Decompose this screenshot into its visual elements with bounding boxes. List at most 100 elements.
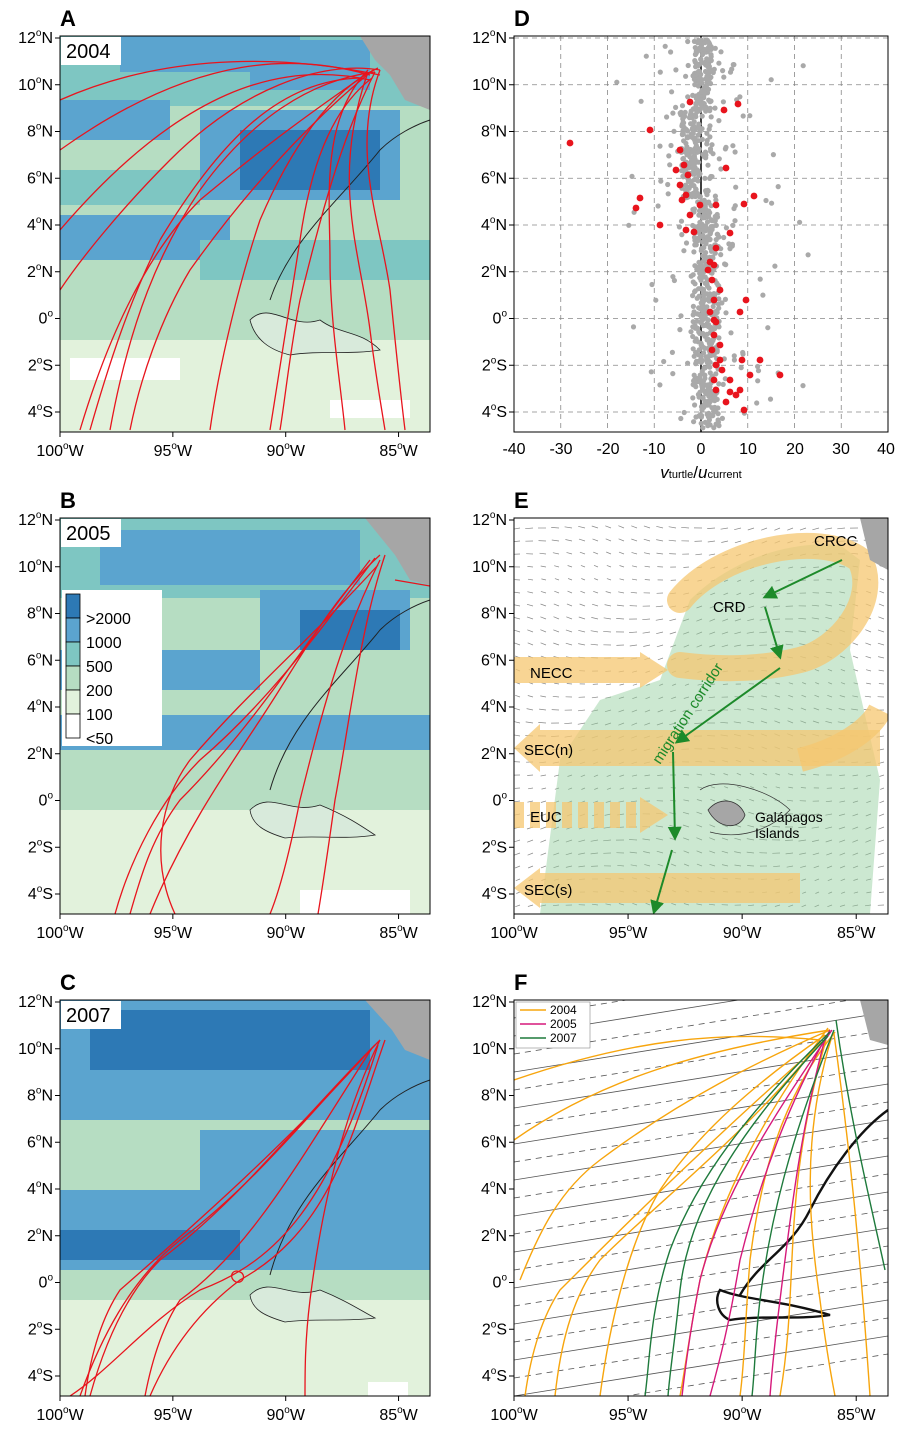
ratio-point: [684, 147, 689, 152]
ratio-point: [696, 237, 701, 242]
ratio-point: [692, 281, 697, 286]
ratio-point: [688, 329, 693, 334]
ratio-point: [693, 414, 698, 419]
ratio-point: [668, 49, 673, 54]
lat-tick-e: 2oS: [482, 837, 507, 856]
ratio-point: [690, 395, 695, 400]
ratio-point: [683, 74, 688, 79]
ratio-point: [797, 220, 802, 225]
lat-tick-b: 4oS: [28, 884, 53, 903]
legend-label-3: 500: [86, 659, 113, 676]
ratio-point: [705, 234, 710, 239]
ratio-point: [728, 70, 733, 75]
ratio-point-highlight: [711, 377, 718, 384]
lat-tick-d: 6oN: [481, 168, 507, 187]
ratio-point: [666, 153, 671, 158]
ratio-point: [680, 131, 685, 136]
ratio-point: [657, 382, 662, 387]
ratio-point: [708, 146, 713, 151]
ratio-point: [631, 324, 636, 329]
ratio-point: [716, 61, 721, 66]
lat-tick-e: 10oN: [472, 557, 507, 576]
ratio-point-highlight: [709, 277, 716, 284]
ratio-point: [705, 382, 710, 387]
ratio-point: [731, 62, 736, 67]
year-label-b: 2005: [66, 523, 111, 545]
xtick-d: -30: [549, 441, 572, 458]
lon-tick-f: 100oW: [490, 1405, 538, 1424]
ratio-point: [698, 57, 703, 62]
ratio-point: [697, 275, 702, 280]
ratio-point: [776, 184, 781, 189]
ratio-point: [697, 45, 702, 50]
ratio-point: [694, 109, 699, 114]
ratio-point: [689, 274, 694, 279]
ratio-point-highlight: [633, 205, 640, 212]
ratio-point: [690, 324, 695, 329]
lat-tick-e: 8oN: [481, 604, 507, 623]
legend-f: 2004 2005 2007: [516, 1002, 590, 1048]
ratio-point: [658, 70, 663, 75]
ratio-point: [696, 133, 701, 138]
lat-tick-d: 10oN: [472, 75, 507, 94]
lat-tick-a: 4oN: [27, 215, 53, 234]
ratio-point: [704, 304, 709, 309]
ratio-point-highlight: [705, 267, 712, 274]
lat-tick-b: 6oN: [27, 650, 53, 669]
lon-tick-f: 85oW: [837, 1405, 876, 1424]
ratio-point: [710, 338, 715, 343]
lon-tick-f: 90oW: [723, 1405, 762, 1424]
ratio-point: [685, 361, 690, 366]
legend-label-4: 200: [86, 683, 113, 700]
ratio-point: [701, 323, 706, 328]
lon-tick-c: 85oW: [379, 1405, 418, 1424]
ratio-point: [700, 137, 705, 142]
ratio-point: [703, 150, 708, 155]
ratio-point: [771, 152, 776, 157]
ratio-point: [661, 359, 666, 364]
legend-label-1: >2000: [86, 611, 131, 628]
lat-tick-f: 10oN: [472, 1039, 507, 1058]
lat-tick-b: 10oN: [18, 557, 53, 576]
lon-tick-f: 95oW: [609, 1405, 648, 1424]
ratio-point-highlight: [637, 195, 644, 202]
ratio-point: [701, 395, 706, 400]
chlorophyll-map-c: [60, 1000, 430, 1396]
ratio-point-highlight: [711, 332, 718, 339]
ratio-point: [653, 298, 658, 303]
ratio-point: [691, 249, 696, 254]
ratio-point-highlight: [707, 309, 714, 316]
lat-tick-d: 2oS: [482, 355, 507, 374]
lat-tick-f: 2oN: [481, 1226, 507, 1245]
ratio-point: [670, 371, 675, 376]
lat-tick-d: 8oN: [481, 122, 507, 141]
ratio-point: [665, 182, 670, 187]
ratio-point: [681, 248, 686, 253]
label-islands: Islands: [755, 825, 799, 841]
legend-2004: 2004: [550, 1003, 577, 1017]
legend-label-2: 1000: [86, 635, 122, 652]
ratio-point: [678, 416, 683, 421]
ratio-point: [668, 143, 673, 148]
ratio-point: [710, 151, 715, 156]
ratio-point: [699, 343, 704, 348]
lat-tick-f: 8oN: [481, 1086, 507, 1105]
ratio-point-highlight: [721, 107, 728, 114]
ratio-point: [700, 52, 705, 57]
ratio-point: [713, 194, 718, 199]
ratio-point: [693, 339, 698, 344]
ratio-point: [693, 105, 698, 110]
ratio-point: [694, 319, 699, 324]
ratio-point: [721, 75, 726, 80]
ratio-point: [684, 240, 689, 245]
ratio-point: [716, 306, 721, 311]
ratio-point-highlight: [717, 287, 724, 294]
ratio-point-highlight: [677, 147, 684, 154]
ratio-point: [696, 173, 701, 178]
ratio-point: [691, 304, 696, 309]
lat-tick-e: 4oS: [482, 884, 507, 903]
ratio-point: [706, 58, 711, 63]
ratio-point: [698, 223, 703, 228]
ratio-point-highlight: [679, 197, 686, 204]
ratio-point: [698, 373, 703, 378]
